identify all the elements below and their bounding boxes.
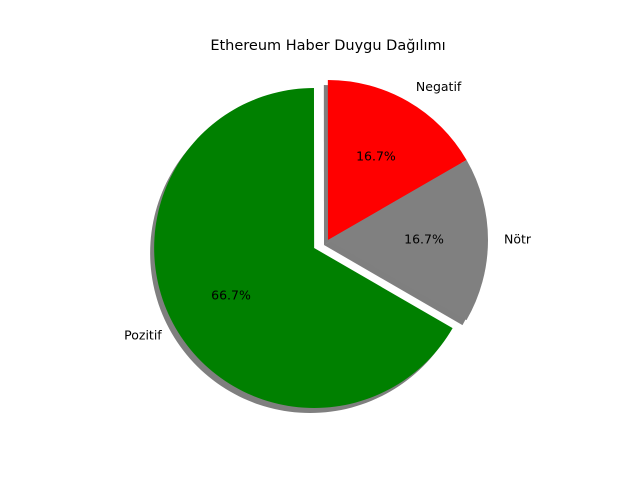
- slice-label-pozitif: Pozitif: [124, 328, 162, 343]
- slice-percent-negatif: 16.7%: [356, 148, 396, 163]
- slice-label-n-tr: Nötr: [504, 232, 532, 247]
- pie-slices: [154, 80, 488, 408]
- pie-slice-n-tr: [328, 160, 488, 321]
- slice-percent-n-tr: 16.7%: [404, 232, 444, 247]
- pie-slice-pozitif: [154, 88, 453, 408]
- pie-slice-negatif: [327, 80, 467, 240]
- slice-percent-pozitif: 66.7%: [211, 288, 251, 303]
- chart-title: Ethereum Haber Duygu Dağılımı: [210, 38, 445, 54]
- slice-label-negatif: Negatif: [416, 79, 462, 94]
- slice-labels: Negatif 16.7% Pozitif 66.7% Nötr 16.7%: [124, 79, 532, 342]
